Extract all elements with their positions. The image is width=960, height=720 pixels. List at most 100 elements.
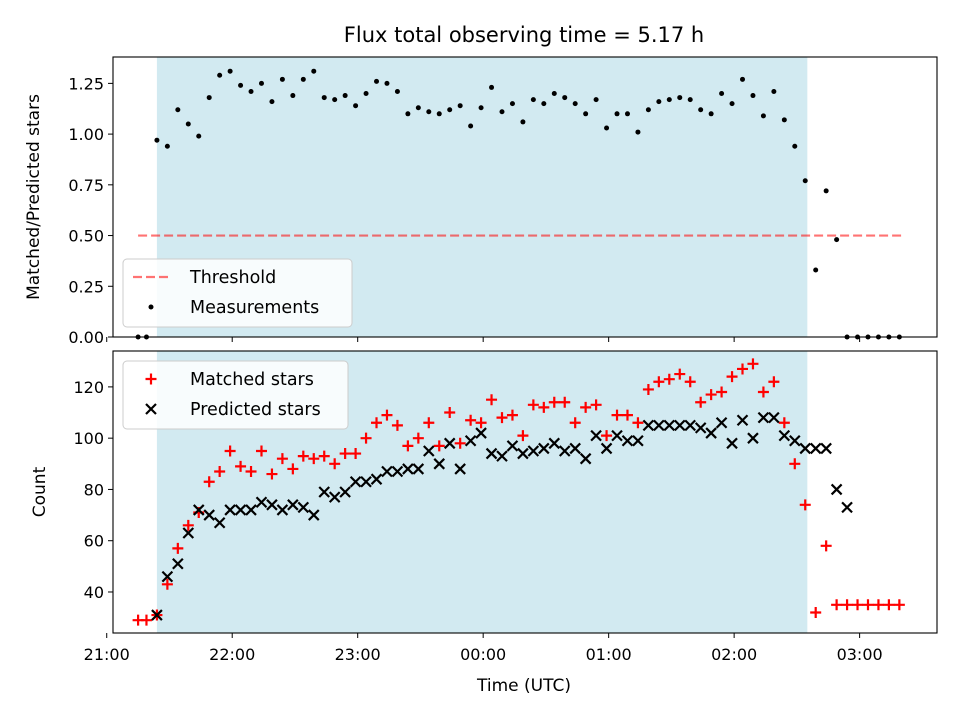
matched-star-point xyxy=(548,396,560,408)
bottom-y-tick-label: 40 xyxy=(84,583,104,602)
top-y-tick-label: 0.00 xyxy=(68,328,104,347)
predicted-star-point xyxy=(203,509,215,521)
measurement-point xyxy=(290,93,296,99)
x-tick-label: 00:00 xyxy=(460,645,506,664)
predicted-star-point xyxy=(841,501,853,514)
measurement-point xyxy=(604,125,610,131)
matched-star-point xyxy=(506,409,518,421)
measurement-point xyxy=(729,101,735,107)
predicted-star-point xyxy=(747,432,759,444)
measurement-point xyxy=(415,105,421,111)
measurement-point xyxy=(614,111,620,117)
matched-star-point xyxy=(580,401,592,413)
predicted-star-point xyxy=(192,504,205,516)
matched-star-point xyxy=(475,417,487,429)
predicted-star-point xyxy=(809,442,822,455)
predicted-star-point xyxy=(694,422,707,434)
measurement-point xyxy=(771,88,777,94)
measurement-point xyxy=(394,88,400,94)
measurement-point xyxy=(238,82,244,88)
measurement-point xyxy=(656,99,662,105)
legend-label: Threshold xyxy=(189,268,276,288)
predicted-star-point xyxy=(673,419,686,432)
top-panel: 0.00 0.25 0.50 0.75 1.00 1.25 Threshold Measure… xyxy=(68,56,938,347)
matched-star-point xyxy=(695,396,707,408)
matched-star-point xyxy=(705,389,717,401)
matched-star-point xyxy=(893,599,905,611)
top-y-tick-label: 1.25 xyxy=(68,74,104,93)
measurement-point xyxy=(666,97,672,103)
measurement-point xyxy=(760,113,766,119)
matched-star-point xyxy=(621,409,633,421)
predicted-star-point xyxy=(558,445,571,457)
measurement-point xyxy=(530,97,536,103)
predicted-star-point xyxy=(527,445,540,457)
legend-label: Matched stars xyxy=(190,370,314,390)
measurement-point xyxy=(300,76,306,82)
x-tick-label: 21:00 xyxy=(84,645,130,664)
predicted-star-point xyxy=(726,437,738,450)
measurement-point xyxy=(802,178,808,184)
measurement-point xyxy=(677,95,683,101)
measurement-point xyxy=(624,111,630,117)
predicted-star-point xyxy=(464,434,477,447)
predicted-star-point xyxy=(538,442,550,455)
legend-box xyxy=(122,360,349,430)
predicted-star-point xyxy=(297,501,310,514)
predicted-star-point xyxy=(360,475,372,488)
measurement-point xyxy=(551,91,557,97)
matched-star-point xyxy=(757,386,769,398)
predicted-star-point xyxy=(287,499,299,511)
matched-star-point xyxy=(140,614,152,626)
legend-box xyxy=(122,258,353,328)
measurement-point xyxy=(332,97,338,103)
x-tick-label: 22:00 xyxy=(209,645,255,664)
matched-star-point xyxy=(454,437,466,449)
legend-label: Predicted stars xyxy=(190,400,321,420)
predicted-star-point xyxy=(768,411,780,424)
measurement-point xyxy=(583,111,589,117)
matched-star-point xyxy=(883,599,895,611)
measurement-point xyxy=(509,101,515,107)
matched-star-point xyxy=(611,409,623,421)
matched-stars-series xyxy=(132,358,905,626)
matched-star-point xyxy=(182,519,194,531)
bottom-y-tick-label: 120 xyxy=(73,378,104,397)
measurement-point xyxy=(342,93,348,99)
matched-star-point xyxy=(297,450,309,462)
measurement-point xyxy=(426,109,432,115)
measurement-point xyxy=(468,123,474,129)
predicted-star-point xyxy=(820,442,832,455)
top-axes-frame xyxy=(112,56,938,338)
predicted-star-point xyxy=(715,417,728,429)
matched-star-point xyxy=(433,440,445,452)
matched-star-point xyxy=(820,540,832,552)
predicted-star-point xyxy=(830,483,843,496)
measurement-point xyxy=(269,99,275,105)
measurement-point xyxy=(363,91,369,97)
predicted-star-point xyxy=(433,458,446,470)
matched-star-point xyxy=(423,417,435,429)
predicted-stars-series xyxy=(151,411,853,621)
measurement-point xyxy=(374,78,380,84)
predicted-star-point xyxy=(412,463,425,475)
top-y-tick-label: 0.25 xyxy=(68,277,104,296)
measurement-point xyxy=(834,237,840,243)
matched-star-point xyxy=(496,412,508,424)
measurement-point xyxy=(593,97,599,103)
predicted-star-point xyxy=(496,450,508,462)
matched-star-point xyxy=(653,376,665,388)
measurement-point xyxy=(792,143,798,149)
bottom-y-tick-label: 80 xyxy=(84,480,104,499)
predicted-star-point xyxy=(778,429,791,442)
matched-star-point xyxy=(391,419,403,431)
matched-star-point xyxy=(245,465,257,477)
matched-star-point xyxy=(632,417,644,429)
predicted-star-point xyxy=(402,463,414,475)
measurement-point xyxy=(279,76,285,82)
predicted-star-point xyxy=(266,499,278,511)
measurement-point xyxy=(321,95,327,101)
bottom-y-tick-label: 60 xyxy=(84,532,104,551)
predicted-star-point xyxy=(789,434,801,447)
predicted-star-point xyxy=(663,419,676,432)
